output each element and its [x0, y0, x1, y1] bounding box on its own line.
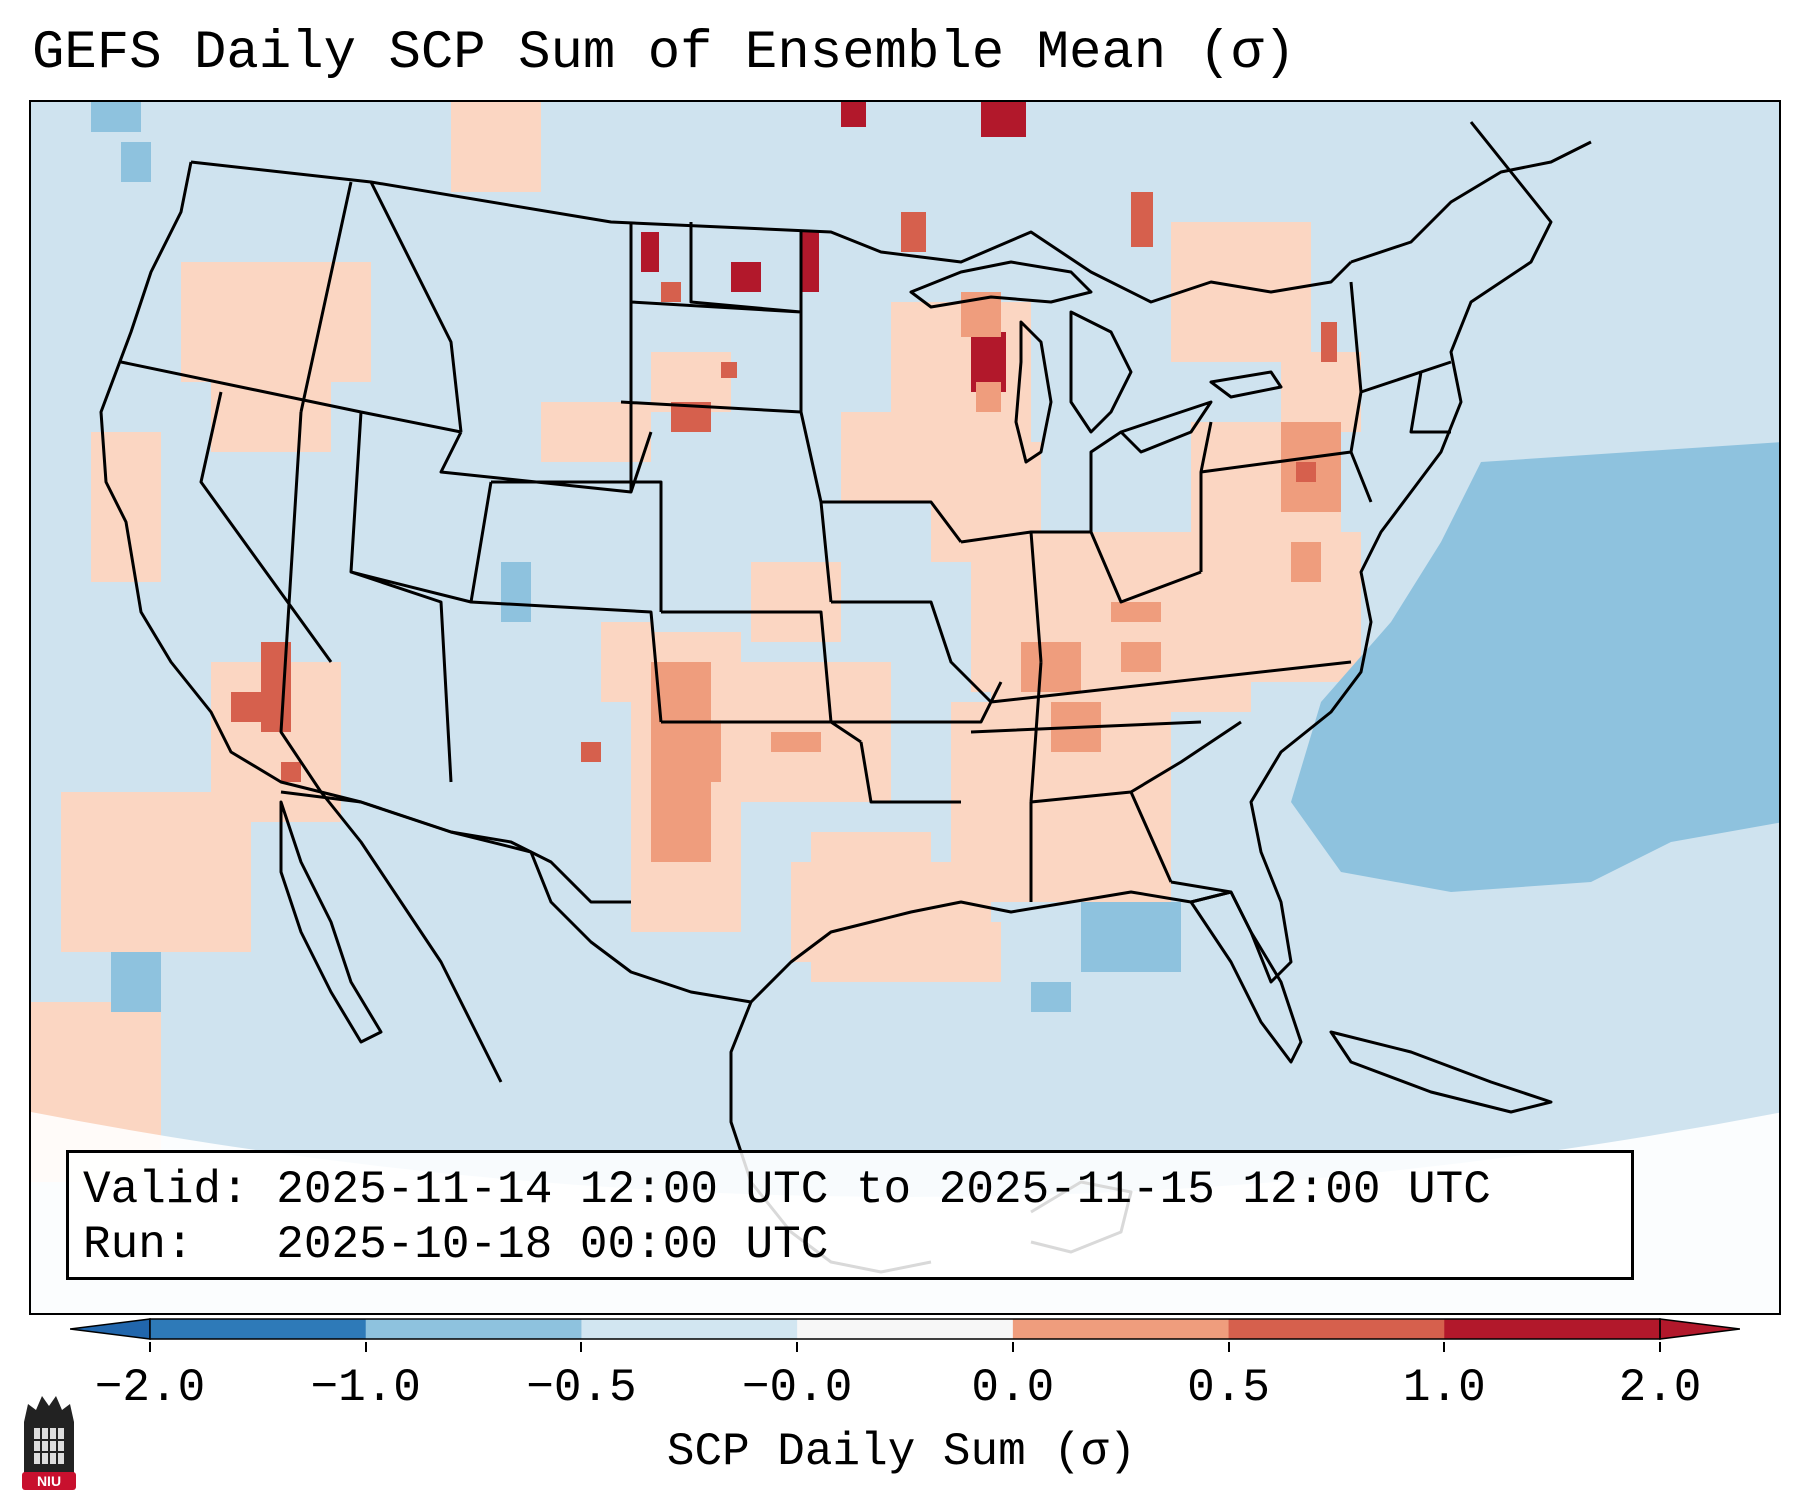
colorbar-tick-label: −0.5 [526, 1362, 637, 1414]
run-value: 2025-10-18 00:00 UTC [276, 1219, 829, 1271]
validity-info-box: Valid: 2025-11-14 12:00 UTC to 2025-11-1… [66, 1150, 1634, 1280]
colorbar-tick [1659, 1342, 1661, 1352]
valid-row: Valid: 2025-11-14 12:00 UTC to 2025-11-1… [83, 1163, 1617, 1218]
cuba [1329, 1030, 1553, 1114]
colorbar-tick [149, 1342, 151, 1352]
colorbar-low-extend [70, 1318, 151, 1340]
patch-upper-midwest [841, 302, 1041, 562]
colorbar-frame [149, 1318, 1661, 1340]
colorbar-tick-label: −2.0 [94, 1362, 206, 1414]
patch-pacific-northwest [91, 262, 371, 582]
lake-huron [1069, 310, 1133, 434]
colorbar-bin [581, 1319, 798, 1339]
map-title: GEFS Daily SCP Sum of Ensemble Mean (σ) [32, 23, 1296, 84]
colorbar-tick [1227, 1342, 1230, 1352]
florida [1189, 890, 1303, 1064]
canada-east-coast [1350, 140, 1592, 264]
colorbar-tick-label: −1.0 [310, 1362, 421, 1414]
patch-atlantic-blue [1031, 442, 1779, 1012]
anomaly-layer [31, 102, 1779, 1182]
colorbar-ticks: −2.0 −1.0 −0.5 −0.0 0.0 0.5 1.0 2.0 [0, 1340, 1803, 1414]
colorbar-tick [1443, 1342, 1446, 1352]
patch-california [31, 662, 341, 1182]
state-lines [120, 181, 1452, 902]
patch-texas-mid [651, 662, 821, 862]
niu-logo-text: NIU [37, 1473, 61, 1489]
colorbar-high-extend [1659, 1318, 1740, 1340]
colorbar-tick-label: 0.5 [1187, 1362, 1270, 1414]
mexico-west-coast [319, 791, 503, 1083]
us-mexico-border [280, 790, 631, 904]
colorbar-tick-label: −0.0 [741, 1362, 853, 1414]
niu-logo: NIU [22, 1396, 76, 1490]
us-canada-border [190, 160, 1353, 304]
colorbar-bin [150, 1319, 367, 1339]
us-outline [99, 121, 1553, 1004]
lake-ontario [1209, 370, 1283, 399]
baja-california [279, 800, 383, 1044]
colorbar-bins [150, 1319, 1661, 1339]
run-row: Run: 2025-10-18 00:00 UTC [83, 1218, 1617, 1273]
colorbar-label: SCP Daily Sum (σ) [666, 1426, 1137, 1478]
patch-gulf-coast [791, 862, 1001, 982]
colorbar-bin [797, 1319, 1014, 1339]
run-label: Run: [83, 1219, 194, 1271]
patch-west-blue [91, 102, 531, 1012]
colorbar-tick-label: 0.0 [971, 1362, 1055, 1414]
colorbar-tick [364, 1342, 367, 1352]
patch-nm-red [581, 742, 601, 762]
colorbar-bin [1444, 1319, 1661, 1339]
colorbar-tick-label: 2.0 [1618, 1362, 1702, 1414]
colorbar-bin [1228, 1319, 1445, 1339]
patch-tennessee-mid [1021, 422, 1341, 752]
patch-pennsylvania-red [1296, 322, 1337, 482]
patch-north-plains-red [641, 102, 1026, 292]
map-panel[interactable] [29, 100, 1781, 1315]
colorbar-bin [1012, 1319, 1230, 1339]
colorbar-bin [365, 1319, 582, 1339]
colorbar-tick [580, 1342, 583, 1352]
colorbar [70, 1318, 1740, 1340]
valid-value: 2025-11-14 12:00 UTC to 2025-11-15 12:00… [276, 1164, 1491, 1216]
colorbar-tick [796, 1342, 799, 1352]
lake-superior [909, 260, 1093, 309]
lake-michigan [1014, 320, 1053, 464]
boundaries-layer [99, 121, 1592, 1274]
colorbar-tick-label: 1.0 [1402, 1362, 1486, 1414]
lake-erie [1119, 400, 1213, 454]
map-canvas [31, 102, 1779, 1313]
valid-label: Valid: [83, 1164, 249, 1216]
colorbar-tick [1011, 1342, 1014, 1352]
